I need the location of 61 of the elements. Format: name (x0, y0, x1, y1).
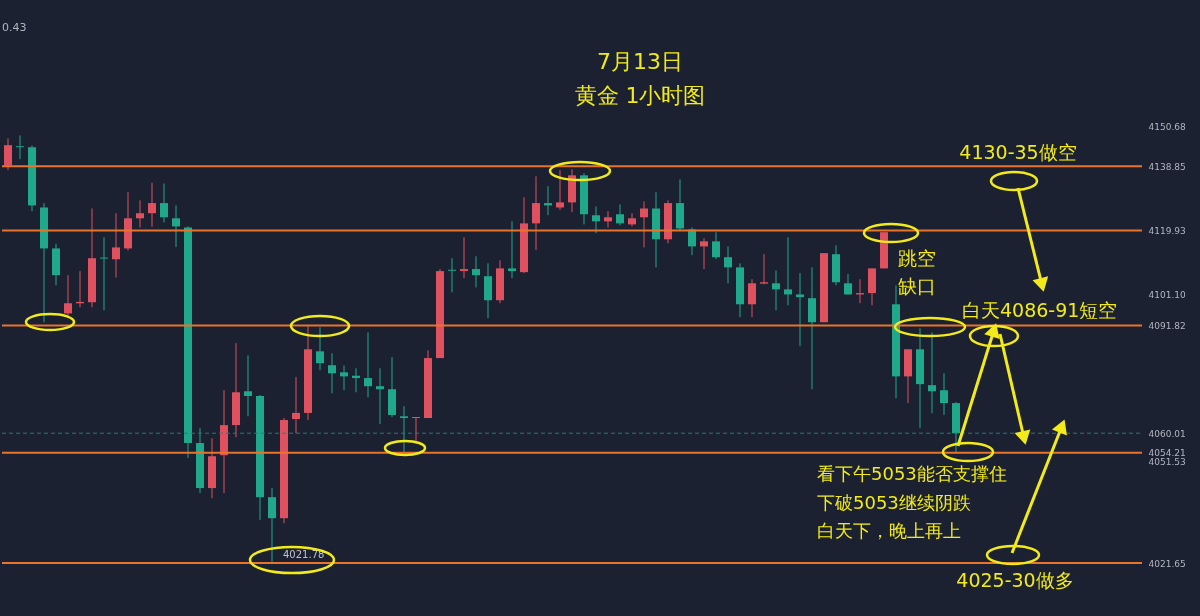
candlestick (268, 487, 276, 564)
candlestick (100, 236, 108, 311)
candlestick (556, 169, 564, 211)
candlestick (460, 236, 468, 279)
annotation: 白天下，晚上再上 (817, 520, 961, 541)
y-tick-label: 4054.21 (1148, 448, 1186, 459)
candlestick (112, 212, 120, 279)
candlestick (136, 199, 144, 228)
candlestick (364, 331, 372, 398)
annotation: 4021.78 (283, 549, 325, 560)
candlestick (640, 200, 648, 248)
candlestick (940, 372, 948, 416)
candlestick (508, 220, 516, 279)
annotation: 白天4086-91短空 (962, 299, 1118, 321)
annotation: 4130-35做空 (959, 141, 1077, 163)
y-tick-label: 4021.65 (1148, 558, 1186, 569)
candlestick (928, 331, 936, 414)
candlestick (724, 245, 732, 284)
candlestick (148, 182, 156, 228)
candlestick (4, 137, 12, 171)
annotation: 跳空 (898, 247, 936, 269)
candlestick (772, 269, 780, 311)
candlestick (472, 255, 480, 288)
annotation: 下破5053继续阴跌 (817, 492, 971, 513)
candlestick (376, 367, 384, 425)
candlestick (412, 416, 420, 444)
candlestick (64, 274, 72, 318)
candlestick (400, 405, 408, 453)
candlestick (796, 272, 804, 347)
y-tick-label: 4119.93 (1148, 225, 1186, 236)
text: 黄金 1小时图 (574, 83, 706, 108)
y-tick-label: 4060.01 (1148, 428, 1186, 439)
annotation: 0.43 (2, 21, 27, 34)
y-tick-label: 4101.10 (1148, 289, 1186, 300)
candlestick (604, 210, 612, 228)
candlestick (160, 182, 168, 223)
annotation: 4025-30做多 (956, 569, 1074, 591)
y-tick-label: 4138.85 (1148, 161, 1186, 172)
candlestick (532, 175, 540, 251)
candlestick (172, 204, 180, 248)
y-tick-label: 4150.68 (1148, 121, 1186, 132)
text: 7月13日 (597, 49, 683, 74)
candlestick (616, 203, 624, 226)
y-tick-label: 4051.53 (1148, 457, 1186, 468)
candlestick (292, 376, 300, 434)
candlestick (328, 352, 336, 394)
candlestick (700, 237, 708, 270)
candlestick (316, 326, 324, 371)
candlestick (592, 205, 600, 234)
candlestick (784, 236, 792, 306)
candlestick (16, 134, 24, 160)
annotation: 看下午5053能否支撑住 (817, 463, 1007, 484)
annotation: 缺口 (898, 275, 936, 297)
candlestick (748, 278, 756, 318)
candlestick (760, 253, 768, 285)
candlestick (448, 257, 456, 293)
candlestick (340, 365, 348, 391)
candlestick (244, 354, 252, 417)
candlestick (628, 212, 636, 227)
y-tick-label: 4091.82 (1148, 321, 1186, 332)
candlestick (712, 231, 720, 260)
